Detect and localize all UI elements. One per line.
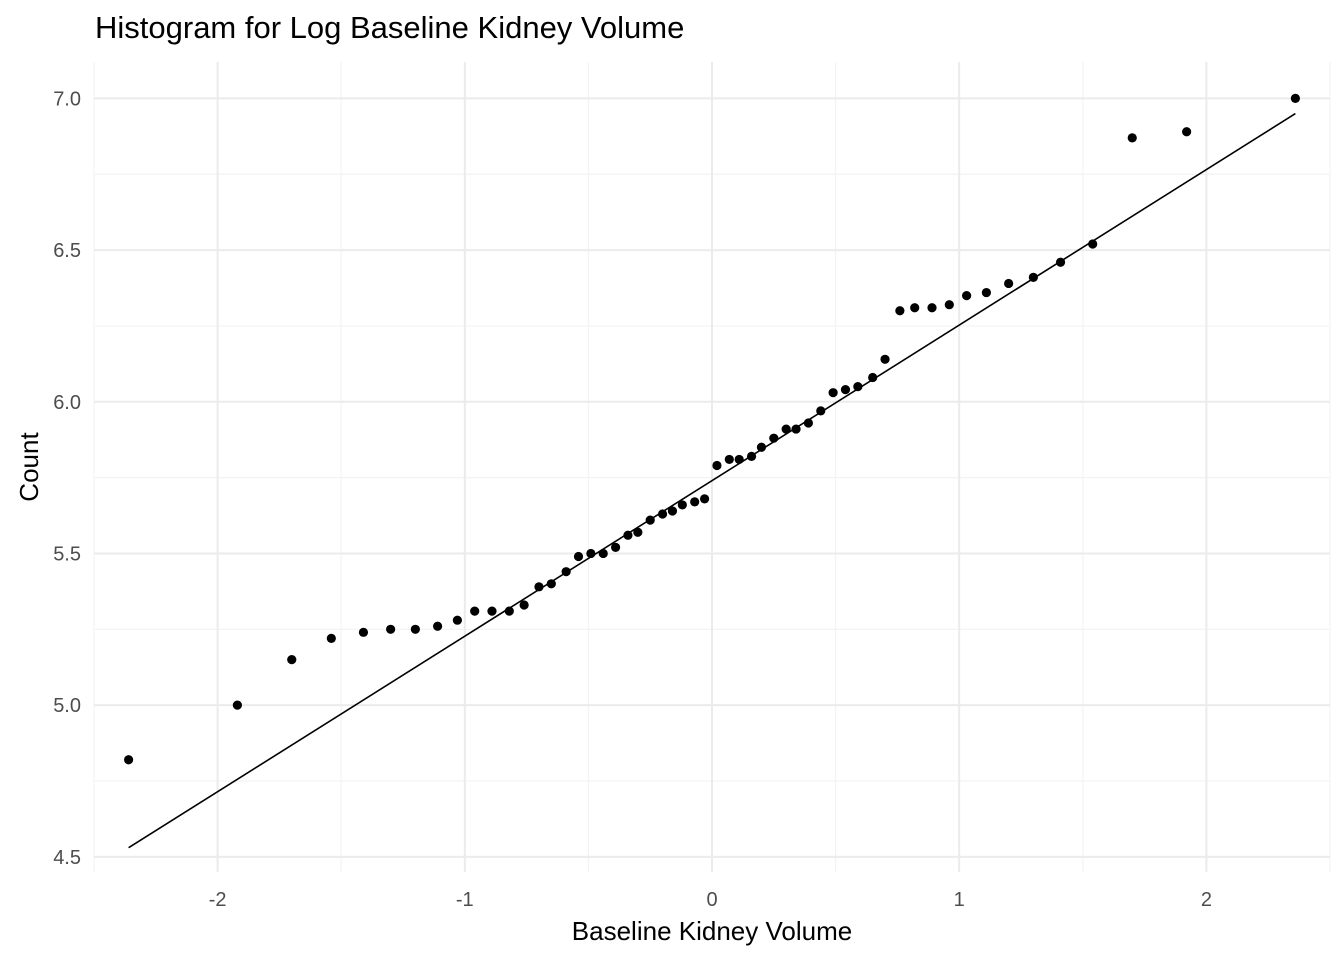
- data-point: [712, 460, 722, 471]
- data-point: [791, 424, 801, 434]
- data-point: [781, 424, 791, 434]
- y-tick-label: 4.5: [53, 847, 81, 869]
- data-point: [927, 303, 937, 313]
- x-axis-ticks: -2 -1 0 1 2: [209, 889, 1212, 911]
- data-point: [504, 606, 514, 616]
- data-point: [667, 506, 678, 516]
- data-point: [534, 582, 544, 592]
- data-point: [358, 627, 369, 637]
- data-point: [232, 700, 242, 710]
- y-tick-label: 6.0: [53, 392, 81, 414]
- data-point: [586, 548, 596, 559]
- data-point: [868, 372, 878, 383]
- x-tick-label: -1: [456, 889, 474, 911]
- data-point: [828, 388, 838, 398]
- data-point: [734, 454, 744, 465]
- data-point: [895, 306, 905, 316]
- y-tick-label: 7.0: [53, 88, 81, 110]
- data-point: [1004, 278, 1014, 289]
- data-point: [610, 542, 621, 552]
- data-point: [326, 633, 336, 644]
- data-point: [623, 530, 633, 540]
- data-point: [1127, 133, 1137, 143]
- x-axis-title: Baseline Kidney Volume: [572, 916, 852, 946]
- data-point: [769, 433, 779, 443]
- data-point: [386, 624, 396, 634]
- y-tick-label: 6.5: [53, 240, 81, 262]
- data-point: [287, 655, 297, 665]
- data-point: [724, 454, 734, 465]
- data-point: [677, 500, 687, 510]
- data-point: [1290, 93, 1300, 104]
- data-point: [1088, 239, 1098, 249]
- data-point: [433, 621, 443, 631]
- major-gridlines: [94, 62, 1330, 872]
- y-axis-ticks: 4.5 5.0 5.5 6.0 6.5 7.0: [53, 88, 81, 868]
- data-point: [816, 406, 826, 416]
- data-point: [981, 287, 991, 298]
- data-point: [519, 600, 529, 610]
- x-tick-label: -2: [209, 889, 227, 911]
- data-point: [598, 548, 608, 559]
- data-point: [962, 290, 972, 301]
- data-point: [470, 606, 480, 616]
- data-point: [657, 509, 668, 519]
- data-point: [1182, 127, 1192, 137]
- x-tick-label: 1: [954, 889, 965, 911]
- data-point: [910, 303, 920, 313]
- data-point: [487, 606, 497, 616]
- data-point: [561, 567, 571, 577]
- data-point: [645, 515, 655, 525]
- data-point: [699, 494, 710, 504]
- reference-line-group: [128, 112, 1296, 849]
- data-point: [880, 354, 890, 364]
- data-point: [1055, 257, 1066, 267]
- data-point: [853, 382, 863, 392]
- data-point: [410, 624, 420, 634]
- data-point: [546, 579, 556, 589]
- x-tick-label: 2: [1201, 889, 1212, 911]
- x-tick-label: 0: [706, 889, 717, 911]
- data-point: [633, 527, 643, 537]
- data-points: [124, 93, 1300, 765]
- data-point: [840, 385, 851, 395]
- data-point: [690, 497, 700, 507]
- data-point: [944, 300, 954, 310]
- reference-line: [128, 112, 1296, 849]
- data-point: [124, 755, 134, 765]
- data-point: [803, 418, 814, 428]
- data-point: [452, 615, 462, 625]
- y-axis-title: Count: [14, 432, 44, 502]
- y-tick-label: 5.5: [53, 543, 81, 565]
- data-point: [573, 551, 584, 562]
- data-point: [746, 451, 757, 461]
- chart-title: Histogram for Log Baseline Kidney Volume: [95, 10, 685, 45]
- y-tick-label: 5.0: [53, 695, 81, 717]
- data-point: [1028, 272, 1038, 282]
- data-point: [756, 442, 767, 452]
